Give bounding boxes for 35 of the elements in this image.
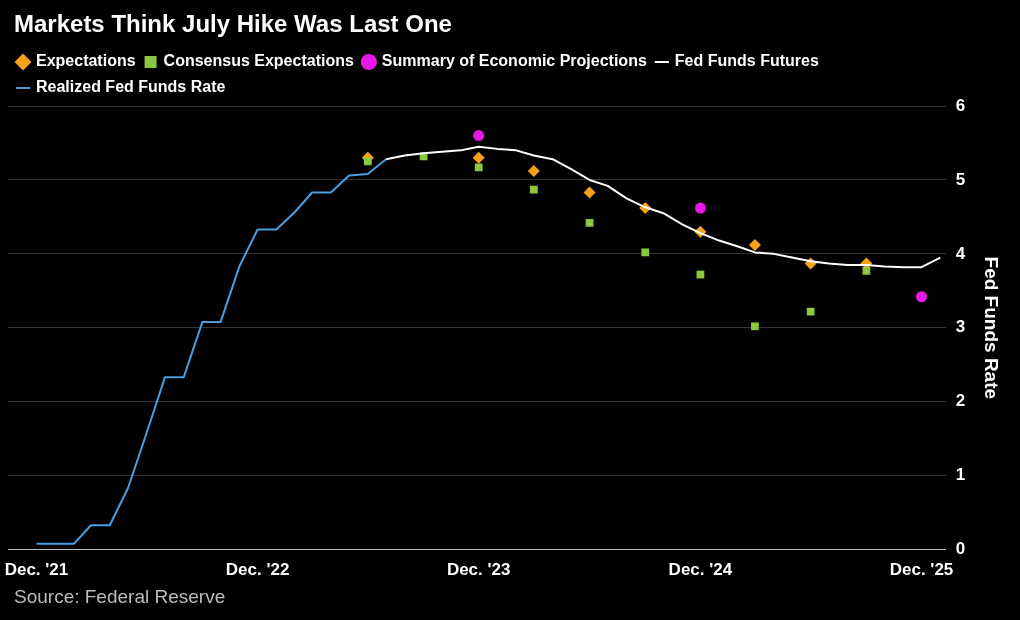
legend-label: Expectations — [36, 52, 136, 70]
y-tick-label: 6 — [955, 95, 966, 115]
point — [916, 291, 928, 303]
point — [474, 163, 483, 172]
point — [862, 266, 871, 275]
y-tick-label: 2 — [955, 391, 966, 411]
y-axis-title: Fed Funds Rate — [981, 256, 1003, 400]
point — [806, 307, 815, 316]
legend-label: Summary of Economic Projections — [381, 52, 647, 70]
point — [751, 322, 759, 331]
y-tick-label: 0 — [955, 539, 966, 559]
chart-title: Markets Think July Hike Was Last One — [13, 9, 453, 39]
point — [748, 239, 761, 251]
point — [527, 165, 540, 178]
x-tick-label: Dec. '23 — [446, 560, 511, 580]
point — [694, 202, 706, 214]
legend-label: Realized Fed Funds Rate — [36, 78, 226, 96]
x-tick-label: Dec. '21 — [4, 560, 69, 580]
y-tick-label: 1 — [955, 465, 966, 485]
x-tick-label: Dec. '24 — [668, 560, 733, 580]
point — [363, 157, 372, 166]
point — [472, 151, 485, 164]
legend-label: Fed Funds Futures — [674, 52, 819, 70]
y-tick-label: 4 — [955, 243, 966, 263]
point — [641, 248, 650, 257]
x-tick-label: Dec. '22 — [225, 560, 290, 580]
y-tick-label: 5 — [955, 169, 966, 189]
point — [473, 130, 485, 142]
y-tick-label: 3 — [955, 317, 966, 337]
point — [529, 185, 538, 194]
point — [585, 218, 594, 227]
legend-label: Consensus Expectations — [163, 52, 354, 70]
source-note: Source: Federal Reserve — [13, 585, 227, 609]
x-tick-label: Dec. '25 — [889, 560, 954, 580]
point — [583, 186, 596, 199]
